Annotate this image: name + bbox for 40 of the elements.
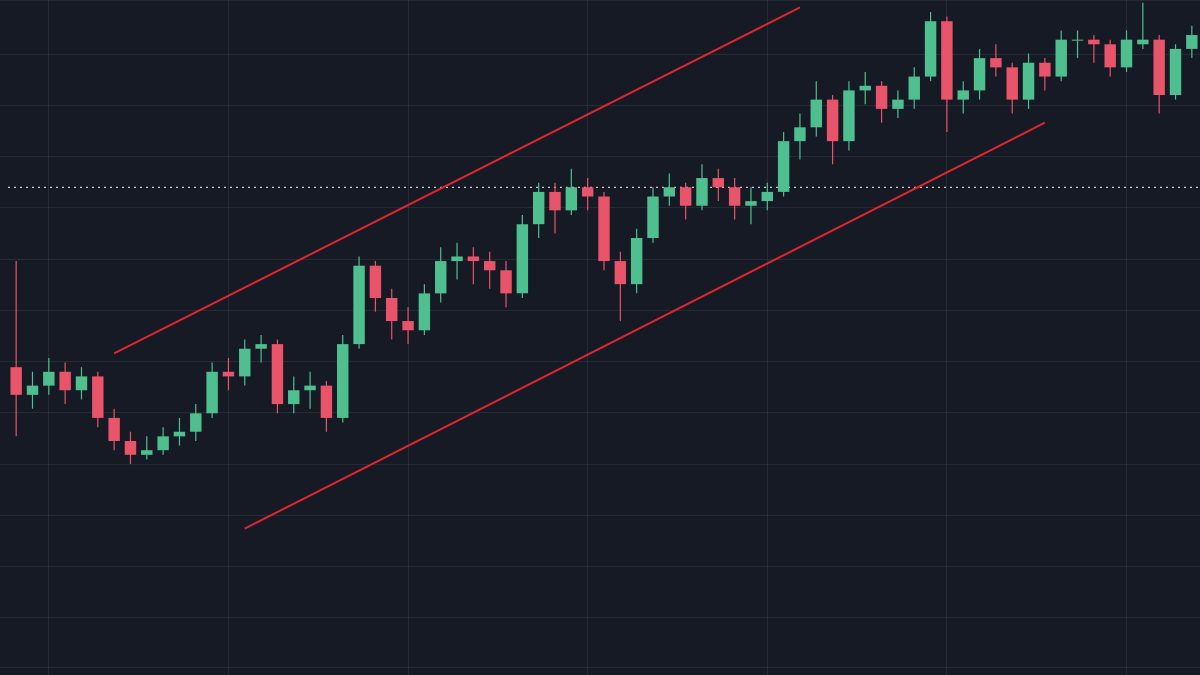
candlestick bbox=[467, 246, 480, 285]
candlestick bbox=[663, 172, 676, 207]
candlestick bbox=[1104, 39, 1116, 78]
candlestick bbox=[402, 306, 414, 345]
candlestick bbox=[728, 177, 741, 221]
candlestick bbox=[500, 260, 512, 308]
candlestick bbox=[712, 168, 725, 202]
candlestick bbox=[1039, 57, 1051, 92]
candlestick bbox=[190, 403, 202, 442]
candlestick bbox=[581, 177, 594, 211]
candlestick bbox=[892, 89, 904, 119]
candlestick bbox=[75, 366, 88, 401]
candlestick bbox=[990, 43, 1002, 78]
candlestick bbox=[1088, 34, 1100, 64]
candlestick bbox=[288, 375, 300, 414]
candlestick bbox=[1071, 29, 1084, 59]
candlestick bbox=[141, 435, 153, 461]
candlestick bbox=[908, 66, 920, 110]
candlestick bbox=[304, 371, 316, 410]
candlestick bbox=[1137, 2, 1149, 50]
candlestick bbox=[745, 186, 757, 225]
candlestick bbox=[614, 251, 627, 322]
candlestick bbox=[565, 168, 578, 216]
candlestick bbox=[386, 288, 398, 341]
candlestick bbox=[26, 371, 39, 410]
candlestick bbox=[794, 112, 806, 161]
candlestick bbox=[157, 426, 169, 456]
candlestick bbox=[1186, 25, 1198, 59]
candlestick bbox=[957, 80, 969, 115]
candlestick bbox=[679, 182, 692, 221]
candlestick bbox=[549, 182, 561, 234]
candlestick bbox=[761, 182, 773, 211]
candlestick bbox=[108, 408, 120, 451]
candlestick bbox=[483, 251, 496, 290]
candlestick bbox=[875, 80, 888, 124]
candlestick bbox=[59, 361, 71, 405]
candlestick bbox=[43, 357, 55, 396]
candlestick bbox=[451, 242, 463, 281]
candlestick bbox=[124, 431, 137, 465]
candlestick bbox=[255, 334, 267, 364]
